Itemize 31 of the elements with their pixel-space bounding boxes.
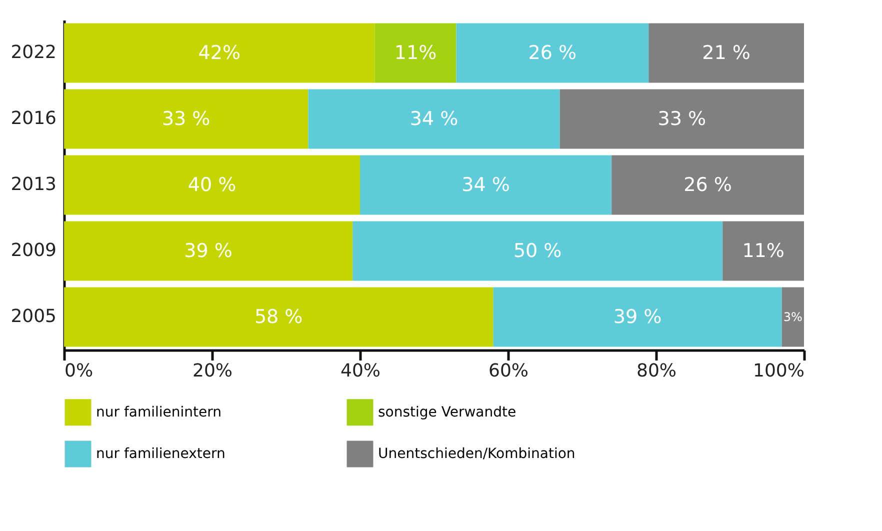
x-tick-label: 20%: [192, 360, 233, 382]
data-label: 33 %: [162, 108, 210, 130]
y-tick-label: 2009: [10, 240, 56, 261]
x-tick-label: 60%: [488, 360, 529, 382]
x-tick-label: 0%: [64, 360, 94, 382]
data-label: 39 %: [613, 306, 662, 328]
x-tick-label: 100%: [753, 360, 804, 382]
data-label: 11%: [394, 42, 437, 64]
data-label: 33 %: [658, 108, 706, 130]
data-label: 21 %: [702, 42, 750, 64]
data-label: 3%: [783, 310, 802, 324]
x-tick-label: 80%: [636, 360, 677, 382]
legend-label: Unentschieden/Kombination: [378, 446, 576, 462]
data-label: 40 %: [188, 174, 236, 196]
data-label: 11%: [742, 240, 784, 262]
legend-label: nur familienextern: [96, 446, 226, 462]
legend-label: sonstige Verwandte: [378, 404, 516, 420]
data-label: 39 %: [184, 240, 232, 262]
data-label: 42%: [198, 42, 241, 64]
data-label: 34 %: [410, 108, 458, 130]
data-label: 34 %: [462, 174, 510, 196]
y-tick-label: 2016: [10, 108, 56, 129]
x-tick-label: 40%: [340, 360, 381, 382]
y-tick-label: 2013: [10, 174, 56, 195]
data-label: 58 %: [254, 306, 303, 328]
y-tick-label: 2005: [10, 306, 56, 327]
data-label: 26 %: [528, 42, 577, 64]
data-label: 50 %: [513, 240, 562, 262]
y-tick-label: 2022: [10, 42, 56, 63]
legend-label: nur familienintern: [96, 404, 222, 420]
data-label: 26 %: [684, 174, 732, 196]
